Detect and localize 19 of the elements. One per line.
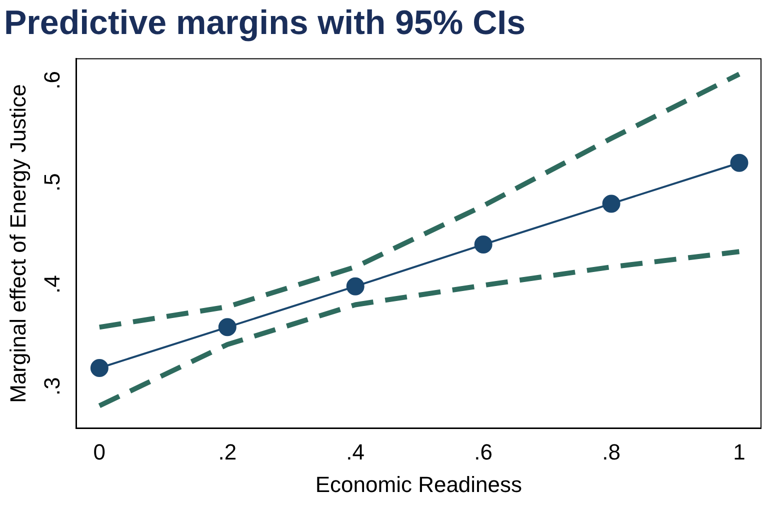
x-tick-label: .2 [218,439,237,464]
point [90,358,108,377]
y-tick-label: .5 [39,173,64,192]
y-axis-title: Marginal effect of Energy Justice [5,84,30,403]
x-axis-title: Economic Readiness [315,472,522,497]
y-tick-label: .3 [39,377,64,396]
x-tick-label: .4 [346,439,365,464]
point [602,194,620,213]
x-tick-label: .8 [602,439,620,464]
y-tick-label: .6 [39,71,64,90]
point [218,318,236,336]
x-tick-label: .6 [474,439,492,464]
point [346,277,364,296]
point [730,154,748,172]
x-tick-label: 1 [733,439,746,464]
y-tick-label: .4 [39,275,64,294]
x-tick-label: 0 [93,439,106,464]
chart-title: Predictive margins with 95% CIs [4,4,526,42]
point [474,236,492,254]
